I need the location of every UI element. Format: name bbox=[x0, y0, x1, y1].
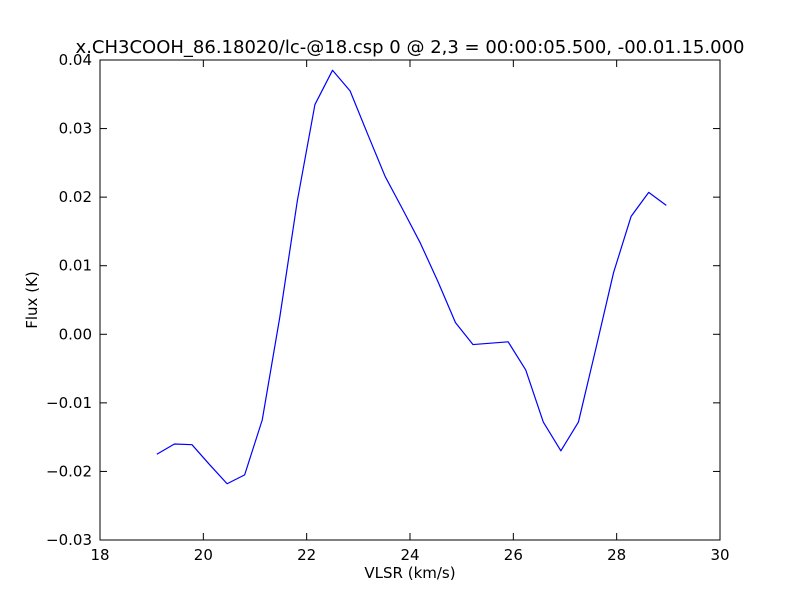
y-tick-label: −0.03 bbox=[46, 531, 92, 549]
x-axis-label: VLSR (km/s) bbox=[364, 564, 455, 582]
y-tick-label: 0.03 bbox=[59, 120, 92, 138]
y-tick-label: 0.01 bbox=[59, 257, 92, 275]
x-tick-label: 30 bbox=[710, 546, 729, 564]
y-tick-label: −0.01 bbox=[46, 394, 92, 412]
x-tick-label: 22 bbox=[297, 546, 316, 564]
x-tick-label: 20 bbox=[194, 546, 213, 564]
plot-area bbox=[100, 60, 720, 540]
y-tick-label: 0.02 bbox=[59, 188, 92, 206]
y-axis-label: Flux (K) bbox=[23, 271, 41, 329]
x-tick-label: 24 bbox=[400, 546, 419, 564]
x-tick-label: 26 bbox=[504, 546, 523, 564]
x-tick-label: 18 bbox=[90, 546, 109, 564]
x-tick-label: 28 bbox=[607, 546, 626, 564]
y-tick-label: −0.02 bbox=[46, 462, 92, 480]
y-tick-label: 0.00 bbox=[59, 325, 92, 343]
chart-title: x.CH3COOH_86.18020/lc-@18.csp 0 @ 2,3 = … bbox=[76, 37, 745, 58]
